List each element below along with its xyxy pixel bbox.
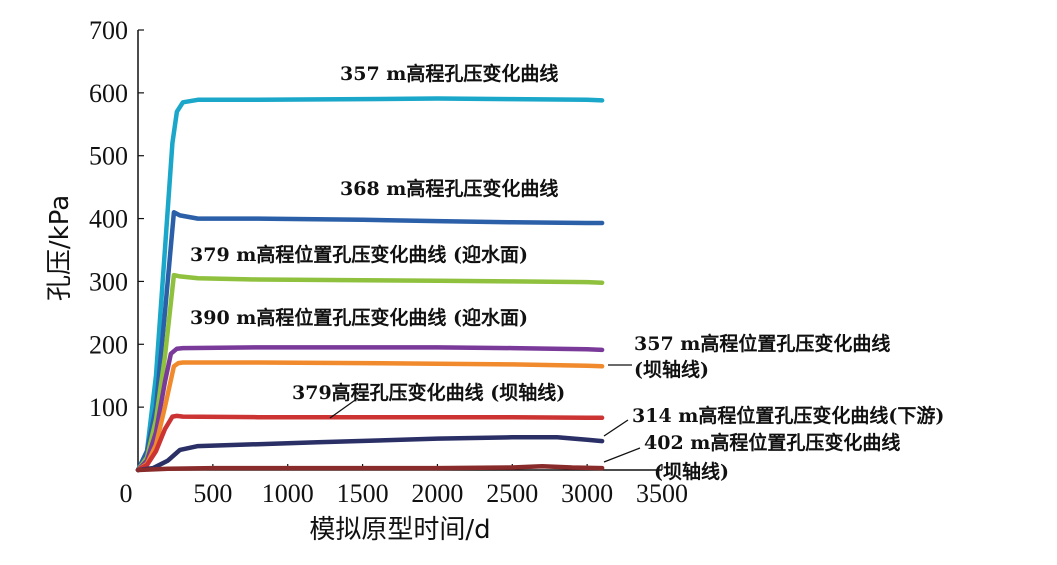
x-tick-label: 1000 bbox=[262, 479, 314, 508]
annotation-label: (坝轴线) bbox=[654, 460, 729, 483]
annotation-label: 402 m高程位置孔压变化曲线 bbox=[644, 431, 900, 454]
y-tick-label: 700 bbox=[89, 16, 128, 45]
leader-line bbox=[603, 447, 641, 463]
annotation-label: 390 m高程位置孔压变化曲线 (迎水面) bbox=[190, 306, 528, 329]
annotations: 357 m高程孔压变化曲线 368 m高程孔压变化曲线 379 m高程位置孔压变化曲… bbox=[190, 62, 944, 483]
ticks: 0 500 1000 1500 2000 2500 3000 3500 100 200 300 400… bbox=[89, 16, 688, 508]
annotation-leaders bbox=[329, 364, 641, 463]
leader-line bbox=[329, 397, 359, 419]
x-tick-label: 3000 bbox=[561, 479, 613, 508]
annotation-label: (坝轴线) bbox=[634, 358, 709, 381]
x-tick-label: 1500 bbox=[337, 479, 389, 508]
leader-line bbox=[603, 419, 629, 437]
x-axis-title: 模拟原型时间/d bbox=[309, 515, 490, 545]
annotation-label: 379高程孔压变化曲线 (坝轴线) bbox=[292, 381, 565, 404]
x-tick-label: 500 bbox=[193, 479, 232, 508]
x-tick-label: 3500 bbox=[636, 479, 688, 508]
y-axis-title: 孔压/kPa bbox=[45, 195, 75, 301]
series-line-1 bbox=[135, 96, 605, 473]
annotation-label: 314 m高程位置孔压变化曲线(下游) bbox=[632, 404, 944, 427]
y-tick-label: 200 bbox=[89, 330, 128, 359]
annotation-label: 379 m高程位置孔压变化曲线 (迎水面) bbox=[190, 243, 528, 266]
x-tick-label: 0 bbox=[120, 479, 133, 508]
series-line-5 bbox=[135, 360, 605, 473]
x-tick-label: 2000 bbox=[411, 479, 463, 508]
y-tick-label: 500 bbox=[89, 142, 128, 171]
series-layer bbox=[135, 96, 605, 473]
y-tick-label: 600 bbox=[89, 79, 128, 108]
x-tick-label: 2500 bbox=[486, 479, 538, 508]
series-line-8 bbox=[135, 463, 605, 473]
annotation-label: 368 m高程孔压变化曲线 bbox=[340, 177, 558, 200]
y-tick-label: 100 bbox=[89, 393, 128, 422]
series-line-7 bbox=[135, 435, 605, 473]
annotation-label: 357 m高程位置孔压变化曲线 bbox=[634, 332, 890, 355]
series-line-4 bbox=[135, 345, 605, 473]
y-tick-label: 300 bbox=[89, 267, 128, 296]
y-tick-label: 400 bbox=[89, 205, 128, 234]
series-line-6 bbox=[135, 413, 605, 473]
annotation-label: 357 m高程孔压变化曲线 bbox=[340, 62, 558, 85]
